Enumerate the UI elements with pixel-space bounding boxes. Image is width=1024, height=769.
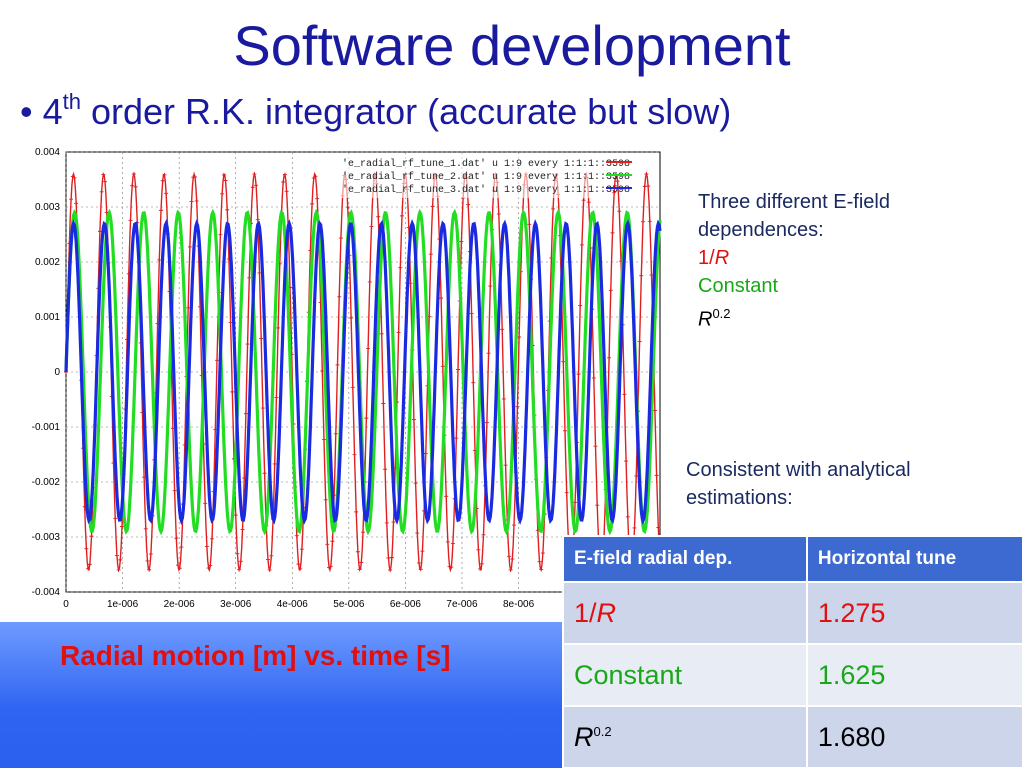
y-tick-label: -0.001 [32,422,61,433]
tune-cell: 1.625 [805,643,1024,707]
bullet-text: order R.K. integrator (accurate but slow… [81,91,732,132]
legend-box [338,154,604,198]
x-tick-label: 1e-006 [107,599,139,610]
y-tick-label: -0.004 [32,587,61,598]
consistency-note-line1: Consistent with analytical [686,459,911,481]
y-tick-label: 0.003 [35,202,60,213]
legend-entry: 'e_radial_rf_tune_3.dat' u 1:9 every 1:1… [342,184,630,196]
efield-item-r-power: R0.2 [698,300,890,334]
dep-variable: R [574,721,594,752]
y-tick-label: -0.002 [32,477,61,488]
dep-cell: 1/R [562,581,808,645]
tune-cell: 1.275 [805,581,1024,645]
x-tick-label: 4e-006 [277,599,309,610]
plot-caption: Radial motion [m] vs. time [s] [60,640,451,671]
y-tick-label: 0 [54,367,60,378]
efield-note-line1: Three different E-field [698,191,890,213]
bullet-dot: • [20,91,43,132]
x-tick-label: 5e-006 [333,599,365,610]
x-tick-label: 6e-006 [390,599,422,610]
series-line-3 [64,219,662,526]
r-power-variable: R [698,308,713,331]
r-power-exponent: 0.2 [712,306,731,321]
efield-item-constant: Constant [698,275,779,297]
dep-exponent: 0.2 [593,723,612,739]
inverse-r-variable: R [714,247,730,269]
efield-note: Three different E-field dependences: 1/R… [698,188,890,334]
tune-cell: 1.680 [805,705,1024,769]
bullet-point: • 4th order R.K. integrator (accurate bu… [20,89,732,132]
y-tick-label: 0.001 [35,312,60,323]
x-tick-label: 0 [63,599,69,610]
x-tick-label: 8e-006 [503,599,535,610]
x-tick-label: 2e-006 [164,599,196,610]
table-row: Constant 1.625 [562,643,1024,707]
inverse-r-prefix: 1/ [698,247,715,269]
efield-note-line2: dependences: [698,219,824,241]
legend-entry: 'e_radial_rf_tune_1.dat' u 1:9 every 1:1… [342,158,630,170]
table-row: R0.2 1.680 [562,705,1024,769]
tune-table: E-field radial dep. Horizontal tune 1/R … [562,535,1024,769]
legend-entry: 'e_radial_rf_tune_2.dat' u 1:9 every 1:1… [342,171,630,183]
tune-table-header: E-field radial dep. Horizontal tune [562,535,1024,583]
consistency-note: Consistent with analytical estimations: [686,456,911,512]
plot-svg: 0.004 0.003 0.002 0.001 0 -0.001 -0.002 -0.003 -… [32,147,662,610]
dep-prefix: 1/ [574,597,597,628]
bullet-order-number: 4 [42,91,63,132]
y-tick-label: 0.002 [35,257,60,268]
slide-title: Software development [233,14,791,77]
y-tick-label: -0.003 [32,532,61,543]
x-tick-label: 3e-006 [220,599,252,610]
header-efield-dep: E-field radial dep. [562,535,808,583]
dep-cell: Constant [562,643,808,707]
consistency-note-line2: estimations: [686,487,793,509]
bullet-order-suffix: th [62,89,81,114]
dep-cell: R0.2 [562,705,808,769]
efield-item-inverse-r: 1/R [698,244,890,272]
header-horizontal-tune: Horizontal tune [805,535,1024,583]
radial-motion-plot: 0.004 0.003 0.002 0.001 0 -0.001 -0.002 -0.003 -… [0,140,664,620]
x-tick-label: 7e-006 [446,599,478,610]
table-row: 1/R 1.275 [562,581,1024,645]
y-tick-label: 0.004 [35,147,60,158]
dep-variable: R [596,597,617,628]
